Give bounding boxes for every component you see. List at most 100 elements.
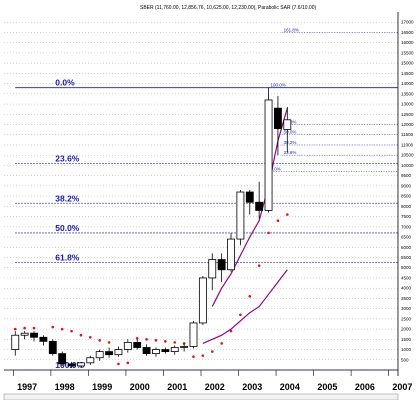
y-tick-label: 9500 bbox=[401, 173, 412, 178]
y-tick-label: 7500 bbox=[401, 214, 412, 219]
sar-point bbox=[13, 327, 17, 331]
candle-body bbox=[264, 99, 273, 211]
candle-body bbox=[11, 334, 20, 350]
sar-point bbox=[107, 341, 111, 344]
sar-point bbox=[79, 333, 83, 337]
y-tick-label: 4500 bbox=[401, 275, 412, 280]
sar-point bbox=[173, 341, 177, 344]
y-tick-label: 10500 bbox=[401, 153, 414, 158]
x-tick-label: 2001 bbox=[167, 382, 187, 392]
y-tick-label: 8000 bbox=[401, 204, 412, 209]
y-tick-label: 7000 bbox=[401, 224, 412, 229]
candle-body bbox=[180, 346, 189, 348]
sar-point bbox=[70, 329, 73, 333]
candle-body bbox=[114, 349, 123, 356]
y-tick-label: 6000 bbox=[401, 245, 412, 250]
y-tick-label: 1000 bbox=[401, 347, 412, 352]
candle-body bbox=[198, 277, 207, 324]
y-tick-label: 3500 bbox=[401, 296, 412, 301]
fib-secondary-label: 0.0% bbox=[271, 167, 281, 172]
sar-point bbox=[164, 340, 167, 343]
x-tick-label: 1997 bbox=[17, 382, 37, 392]
x-tick-label: 1998 bbox=[55, 382, 75, 392]
candle-body bbox=[152, 349, 160, 355]
y-tick-label: 5500 bbox=[401, 255, 412, 260]
sar-point bbox=[145, 338, 148, 341]
y-tick-label: 14000 bbox=[401, 81, 414, 86]
sar-point bbox=[220, 342, 223, 345]
fib-secondary-label: 161.8% bbox=[284, 27, 299, 32]
sar-point bbox=[23, 326, 26, 330]
y-tick-label: 12500 bbox=[401, 112, 414, 117]
candle-body bbox=[95, 351, 104, 359]
y-tick-label: 1500 bbox=[401, 337, 412, 342]
candle-body bbox=[123, 341, 132, 350]
y-tick-label: 5000 bbox=[401, 265, 412, 270]
chart-header: SBER (11,760.00, 12,856.76, 10,625.00, 1… bbox=[140, 5, 316, 11]
candle-body bbox=[133, 341, 142, 348]
x-tick-label: 2005 bbox=[317, 382, 337, 392]
fib-secondary-label: 100.0% bbox=[271, 83, 286, 88]
sar-point bbox=[192, 355, 195, 359]
candle-body bbox=[20, 332, 29, 336]
sar-point bbox=[32, 326, 36, 330]
candle-body bbox=[208, 259, 217, 279]
candle-body bbox=[255, 201, 264, 211]
fib-level-label: 61.8% bbox=[55, 253, 80, 263]
sar-point bbox=[210, 350, 214, 353]
x-tick-label: 1999 bbox=[92, 382, 112, 392]
y-tick-label: 500 bbox=[401, 357, 409, 362]
candle-body bbox=[30, 332, 38, 338]
y-tick-label: 16000 bbox=[401, 40, 414, 45]
candle-body bbox=[189, 322, 198, 347]
y-tick-label: 6500 bbox=[401, 235, 412, 240]
y-tick-label: 13000 bbox=[401, 102, 414, 107]
candle-body bbox=[170, 347, 179, 352]
y-tick-label: 10000 bbox=[401, 163, 414, 168]
sar-point bbox=[126, 361, 130, 365]
y-tick-label: 8500 bbox=[401, 194, 412, 199]
y-tick-label: 2000 bbox=[401, 327, 412, 332]
y-tick-label: 14500 bbox=[401, 71, 414, 76]
candle-body bbox=[217, 259, 226, 271]
sar-point bbox=[248, 295, 252, 298]
candle-body bbox=[39, 336, 48, 342]
sar-point bbox=[267, 231, 270, 235]
x-tick-label: 2006 bbox=[355, 382, 375, 392]
fib-secondary-label: 38.2% bbox=[284, 140, 297, 145]
fib-level-label: 38.2% bbox=[55, 193, 80, 203]
y-tick-label: 9000 bbox=[401, 183, 412, 188]
candle-body bbox=[142, 347, 151, 355]
sar-point bbox=[89, 335, 92, 339]
y-tick-label: 17000 bbox=[401, 20, 414, 25]
sar-point bbox=[98, 339, 101, 342]
y-tick-label: 15500 bbox=[401, 50, 414, 55]
sar-point bbox=[51, 325, 55, 329]
y-tick-label: 3000 bbox=[401, 306, 412, 311]
fib-secondary-label: 23.6% bbox=[284, 150, 297, 155]
y-tick-label: 4000 bbox=[401, 286, 412, 291]
sar-point bbox=[276, 219, 280, 222]
sar-point bbox=[201, 354, 205, 357]
fib-level-label: 0.0% bbox=[55, 78, 75, 88]
fib-secondary-label: 50.0% bbox=[284, 130, 297, 135]
y-tick-label: 11500 bbox=[401, 132, 414, 137]
sar-point bbox=[135, 336, 139, 340]
x-tick-label: 2002 bbox=[205, 382, 225, 392]
candle-body bbox=[105, 351, 113, 356]
candle-body bbox=[227, 238, 235, 271]
x-tick-label: 2007 bbox=[392, 382, 412, 392]
y-tick-label: 16500 bbox=[401, 30, 414, 35]
candle-body bbox=[274, 107, 282, 130]
x-tick-label: 2004 bbox=[280, 382, 300, 392]
ma-short-line bbox=[211, 107, 288, 307]
ma-long-line bbox=[202, 269, 288, 344]
candle-body bbox=[245, 191, 254, 203]
sar-point bbox=[286, 213, 289, 216]
candle-body bbox=[161, 349, 170, 352]
horizontal-scrollbar bbox=[3, 393, 399, 400]
candle-body bbox=[77, 362, 85, 367]
